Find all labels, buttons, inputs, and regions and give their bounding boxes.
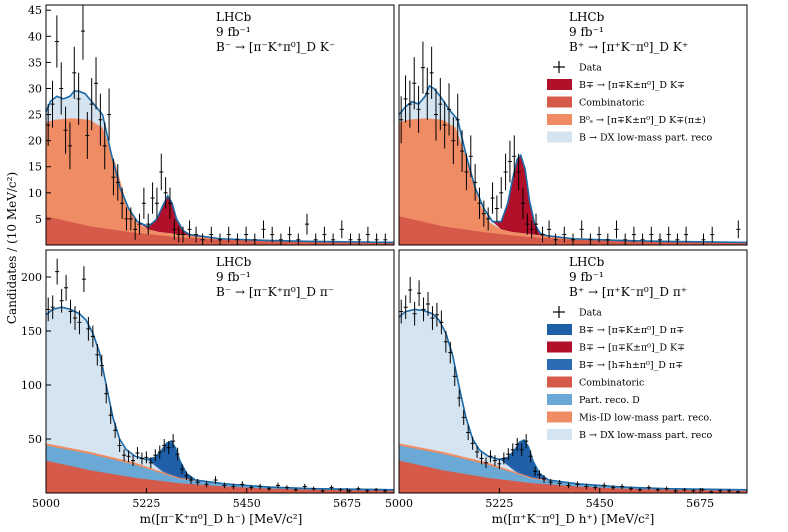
y-tick-label: 150 — [21, 325, 42, 338]
component-combinatoric — [46, 216, 394, 245]
x-tick-label: 5675 — [686, 497, 714, 510]
fit-line — [399, 308, 747, 491]
panel-annotation: 9 fb⁻¹ — [569, 25, 604, 39]
x-tick-label: 5450 — [586, 497, 614, 510]
y-tick-label: 100 — [21, 379, 42, 392]
panel-annotation: B⁺ → [π⁺K⁻π⁰]_D K⁺ — [569, 40, 688, 54]
legend-label: Part. reco. D — [579, 395, 640, 406]
x-tick-label: 5000 — [385, 497, 413, 510]
plot-area — [46, 258, 394, 493]
legend-swatch — [547, 341, 572, 353]
x-axis-label-right: m([π⁺K⁻π⁰]_D h⁺) [MeV/c²] — [492, 512, 655, 526]
component-combinatoric — [399, 216, 747, 245]
y-tick-label: 25 — [28, 109, 42, 122]
x-tick-label: 5225 — [132, 497, 160, 510]
panel-annotation: 9 fb⁻¹ — [216, 25, 251, 39]
fit-line — [46, 306, 394, 491]
legend-swatch — [547, 131, 572, 143]
panel-annotation: B⁻ → [π⁻K⁺π⁰]_D π⁻ — [216, 285, 334, 299]
x-tick-label: 5675 — [333, 497, 361, 510]
legend-swatch — [547, 429, 572, 440]
legend-label: Mis-ID low-mass part. reco. — [579, 413, 712, 424]
panel-annotation: B⁺ → [π⁺K⁻π⁰]_D π⁺ — [569, 285, 687, 299]
panel-annotation: LHCb — [569, 255, 605, 269]
plot-area — [399, 277, 747, 493]
panel-annotation: 9 fb⁻¹ — [569, 270, 604, 284]
y-tick-label: 50 — [28, 433, 42, 446]
panel-annotation: LHCb — [216, 255, 252, 269]
component-combinatoric — [399, 460, 747, 493]
panel-frame — [45, 249, 395, 494]
y-tick-label: 45 — [28, 4, 42, 17]
y-axis-label: Candidates / (10 MeV/c²) — [5, 172, 19, 324]
legend-label: B∓ → [π∓K±π⁰]_D K∓ — [579, 80, 685, 91]
y-tick-label: 20 — [28, 135, 42, 148]
legend-swatch — [547, 394, 572, 405]
x-tick-label: 5450 — [233, 497, 261, 510]
legend-swatch — [547, 411, 572, 423]
y-tick-label: 15 — [28, 161, 42, 174]
panel-annotation: LHCb — [216, 10, 252, 24]
panel-annotation: B⁻ → [π⁻K⁺π⁰]_D K⁻ — [216, 40, 335, 54]
panel-frame — [398, 4, 748, 246]
legend-swatch — [547, 114, 572, 125]
y-tick-label: 40 — [28, 30, 42, 43]
legend-label: B∓ → [π∓K±π⁰]_D π∓ — [579, 325, 684, 336]
legend-label: Combinatoric — [579, 378, 644, 389]
y-tick-label: 5 — [35, 213, 42, 226]
panel-frame — [398, 249, 748, 494]
legend-swatch — [547, 376, 572, 388]
legend-swatch — [547, 79, 572, 90]
panel-annotation: LHCb — [569, 10, 605, 24]
fit-line — [46, 90, 394, 244]
legend-label: B∓ → [h∓h±π⁰]_D π∓ — [579, 360, 683, 371]
x-axis-label-left: m([π⁻K⁺π⁰]_D h⁻) [MeV/c²] — [140, 512, 303, 526]
legend-label: B⁰ₛ → [π∓K±π⁰]_D K∓(π±) — [579, 115, 706, 126]
legend-label: Data — [579, 63, 602, 74]
legend-label: Combinatoric — [579, 98, 644, 109]
x-tick-label: 5225 — [485, 497, 513, 510]
legend-swatch — [547, 324, 572, 335]
legend-swatch — [547, 359, 572, 370]
legend-swatch — [547, 96, 572, 108]
plot-area — [399, 41, 747, 245]
y-tick-label: 35 — [28, 56, 42, 69]
component-combinatoric — [46, 460, 394, 493]
plot-area — [46, 5, 394, 245]
legend-label: B → DX low-mass part. reco — [579, 133, 713, 144]
legend-label: B → DX low-mass part. reco — [579, 430, 713, 441]
x-tick-label: 5000 — [32, 497, 60, 510]
legend-label: Data — [579, 308, 602, 319]
y-tick-label: 30 — [28, 82, 42, 95]
y-tick-label: 10 — [28, 187, 42, 200]
panel-annotation: 9 fb⁻¹ — [216, 270, 251, 284]
y-tick-label: 200 — [21, 271, 42, 284]
panel-frame — [45, 4, 395, 246]
legend-label: B∓ → [π∓K±π⁰]_D K∓ — [579, 343, 685, 354]
